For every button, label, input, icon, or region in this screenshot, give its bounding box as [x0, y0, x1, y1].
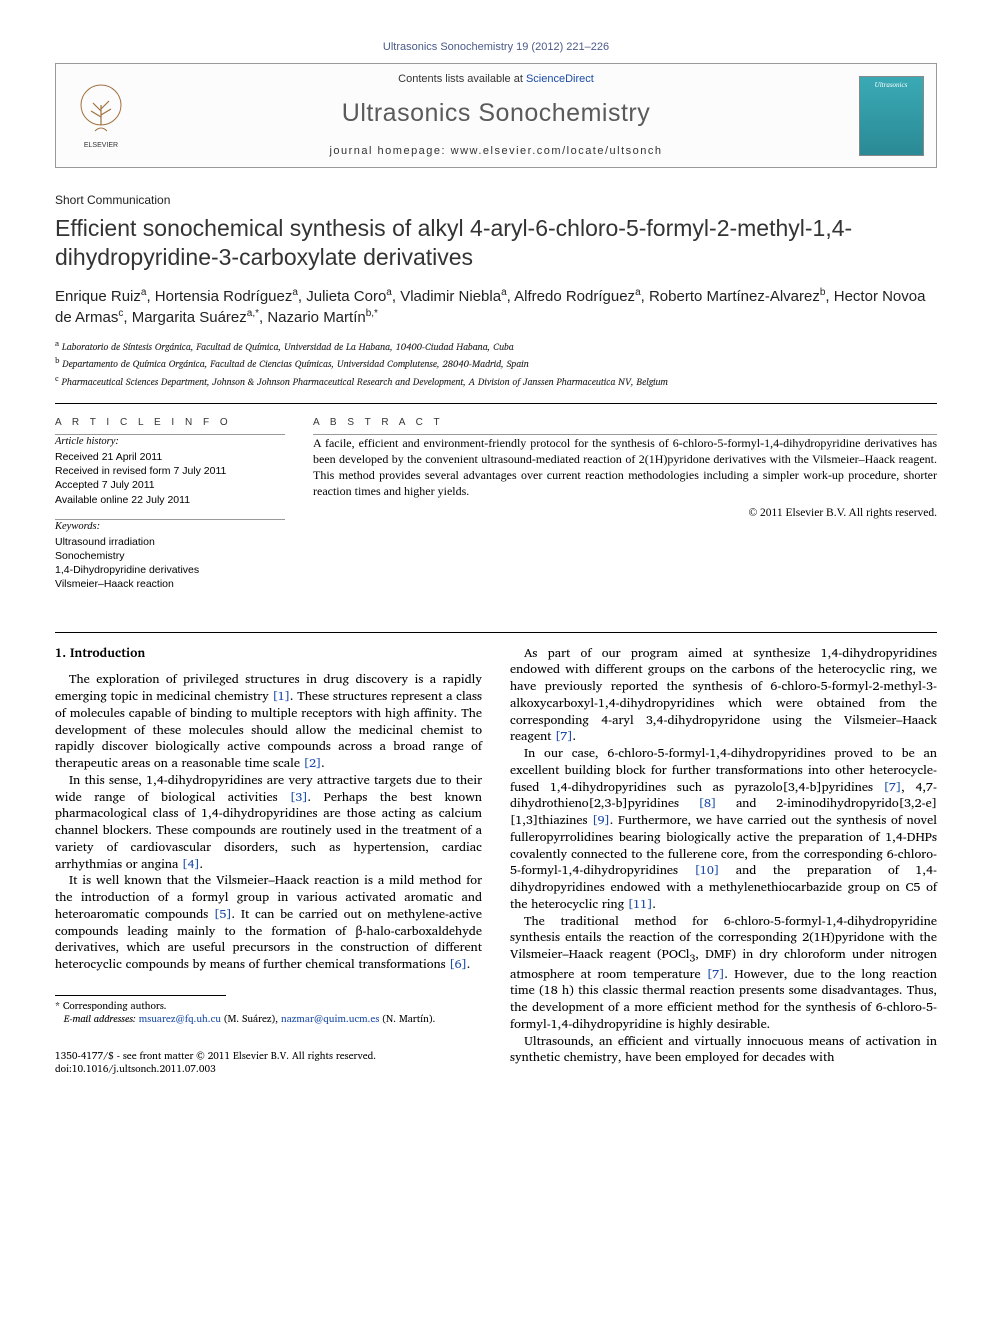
email-label: E-mail addresses: [64, 1011, 136, 1027]
abstract-column: A B S T R A C T A facile, efficient and … [313, 416, 937, 603]
keywords-label: Keywords: [55, 520, 285, 534]
email-link[interactable]: msuarez@fq.uh.cu [139, 1011, 221, 1027]
header-reference: Ultrasonics Sonochemistry 19 (2012) 221–… [55, 40, 937, 55]
elsevier-logo: ELSEVIER [56, 64, 146, 167]
email-line: E-mail addresses: msuarez@fq.uh.cu (M. S… [55, 1013, 482, 1026]
sciencedirect-link[interactable]: ScienceDirect [526, 73, 594, 85]
affiliations: a Laboratorio de Síntesis Orgánica, Facu… [55, 338, 937, 389]
contents-lists-line: Contents lists available at ScienceDirec… [156, 72, 836, 87]
doi[interactable]: doi:10.1016/j.ultsonch.2011.07.003 [55, 1061, 216, 1077]
affiliation-line: a Laboratorio de Síntesis Orgánica, Facu… [55, 338, 937, 354]
abstract-heading: A B S T R A C T [313, 416, 937, 430]
footnotes: * Corresponding authors. E-mail addresse… [55, 1000, 482, 1026]
history-line: Available online 22 July 2011 [55, 493, 285, 507]
affiliation-line: b Departamento de Química Orgánica, Facu… [55, 355, 937, 371]
journal-cover-thumb: Ultrasonics [846, 64, 936, 167]
authors-list: Enrique Ruiza, Hortensia Rodrígueza, Jul… [55, 286, 937, 328]
body-paragraph: Ultrasounds, an efficient and virtually … [510, 1033, 937, 1067]
body-paragraph: The traditional method for 6-chloro-5-fo… [510, 913, 937, 1033]
keyword: Ultrasound irradiation [55, 535, 285, 549]
keyword: Vilsmeier–Haack reaction [55, 577, 285, 591]
copyright-line: © 2011 Elsevier B.V. All rights reserved… [313, 506, 937, 522]
article-info-column: A R T I C L E I N F O Article history: R… [55, 416, 285, 603]
journal-homepage: journal homepage: www.elsevier.com/locat… [156, 144, 836, 159]
journal-header-box: ELSEVIER Contents lists available at Sci… [55, 63, 937, 168]
svg-text:ELSEVIER: ELSEVIER [84, 142, 118, 149]
article-title: Efficient sonochemical synthesis of alky… [55, 214, 937, 272]
section-heading-intro: 1. Introduction [55, 645, 482, 662]
elsevier-tree-icon: ELSEVIER [71, 81, 131, 151]
keyword: Sonochemistry [55, 549, 285, 563]
body-paragraph: As part of our program aimed at synthesi… [510, 645, 937, 746]
footnote-rule [55, 995, 226, 996]
contents-prefix: Contents lists available at [398, 73, 526, 85]
rule-bottom [55, 632, 937, 633]
homepage-url[interactable]: www.elsevier.com/locate/ultsonch [451, 145, 663, 157]
article-history-label: Article history: [55, 435, 285, 449]
history-line: Accepted 7 July 2011 [55, 478, 285, 492]
history-line: Received in revised form 7 July 2011 [55, 464, 285, 478]
body-paragraph: The exploration of privileged structures… [55, 671, 482, 772]
body-two-column: 1. Introduction The exploration of privi… [55, 645, 937, 1077]
body-paragraph: In our case, 6-chloro-5-formyl-1,4-dihyd… [510, 745, 937, 913]
issn-front-matter: 1350-4177/$ - see front matter © 2011 El… [55, 1050, 376, 1077]
email-link[interactable]: nazmar@quim.ucm.es [281, 1011, 379, 1027]
rule-top [55, 403, 937, 404]
journal-name: Ultrasonics Sonochemistry [156, 97, 836, 131]
affiliation-line: c Pharmaceutical Sciences Department, Jo… [55, 373, 937, 389]
article-type: Short Communication [55, 192, 937, 208]
homepage-label: journal homepage: [329, 145, 450, 157]
body-paragraph: It is well known that the Vilsmeier–Haac… [55, 872, 482, 973]
keyword: 1,4-Dihydropyridine derivatives [55, 563, 285, 577]
abstract-text: A facile, efficient and environment-frie… [313, 435, 937, 500]
cover-title: Ultrasonics [875, 81, 908, 90]
body-paragraph: In this sense, 1,4-dihydropyridines are … [55, 772, 482, 873]
history-line: Received 21 April 2011 [55, 450, 285, 464]
article-info-heading: A R T I C L E I N F O [55, 416, 285, 430]
